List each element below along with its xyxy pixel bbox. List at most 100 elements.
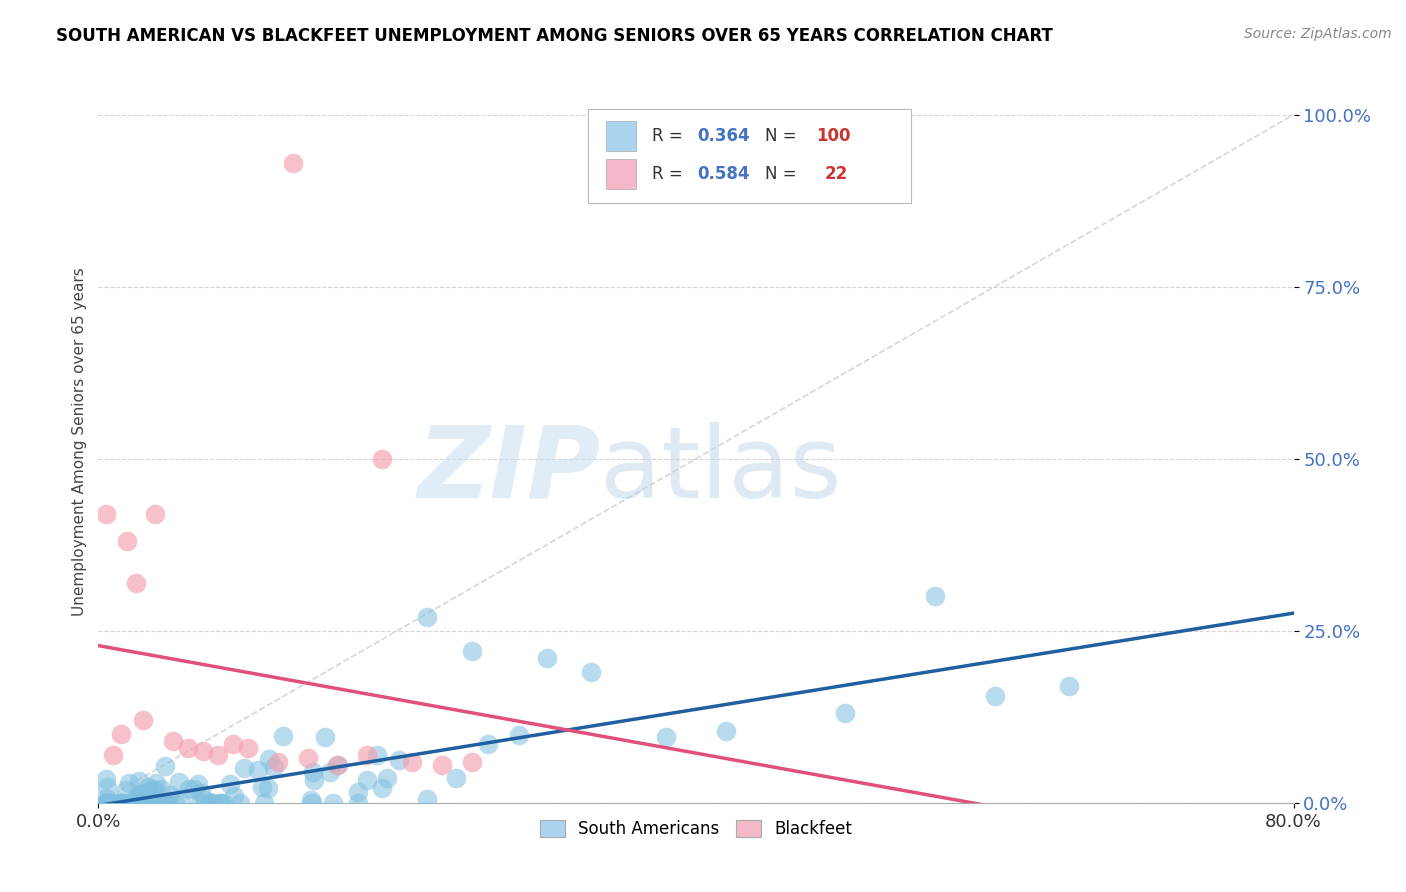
Point <box>115 782 138 797</box>
Point <box>299 793 322 807</box>
Point <box>121 796 143 810</box>
Point <box>267 755 290 769</box>
Point <box>401 755 423 769</box>
Point <box>301 796 323 810</box>
Point <box>115 534 138 549</box>
Point <box>271 729 294 743</box>
Point <box>211 796 233 810</box>
Text: SOUTH AMERICAN VS BLACKFEET UNEMPLOYMENT AMONG SENIORS OVER 65 YEARS CORRELATION: SOUTH AMERICAN VS BLACKFEET UNEMPLOYMENT… <box>56 27 1053 45</box>
Point <box>371 781 394 796</box>
Point <box>143 796 166 810</box>
Text: 0.584: 0.584 <box>697 165 749 183</box>
Point <box>128 773 150 788</box>
Point <box>416 792 439 806</box>
Point <box>263 760 285 774</box>
Point <box>322 796 344 810</box>
Point <box>366 747 388 762</box>
Point <box>94 796 117 810</box>
Point <box>136 785 159 799</box>
Point <box>121 796 143 810</box>
FancyBboxPatch shape <box>606 120 637 151</box>
Point <box>477 737 499 751</box>
Point <box>108 796 131 810</box>
Point <box>257 751 280 765</box>
Text: 0.364: 0.364 <box>697 127 749 145</box>
Point <box>388 753 411 767</box>
Point <box>170 796 193 810</box>
Text: R =: R = <box>652 127 688 145</box>
Point <box>446 772 468 786</box>
Point <box>149 781 172 796</box>
Point <box>94 507 117 521</box>
Point <box>94 796 117 810</box>
Point <box>94 791 117 805</box>
Text: 100: 100 <box>817 127 851 145</box>
Point <box>375 772 398 786</box>
Point <box>247 764 270 778</box>
Point <box>297 751 319 765</box>
Point <box>924 590 946 604</box>
Point <box>121 796 143 810</box>
Point <box>302 764 325 779</box>
Point <box>127 789 149 803</box>
Point <box>250 780 273 795</box>
Point <box>143 783 166 797</box>
Point <box>167 775 190 789</box>
Point <box>142 792 165 806</box>
FancyBboxPatch shape <box>589 109 911 203</box>
Point <box>149 796 172 810</box>
Point <box>198 796 221 810</box>
Point <box>177 740 200 755</box>
Point <box>108 796 131 810</box>
Point <box>194 793 217 807</box>
Point <box>183 782 205 797</box>
Point <box>416 610 439 624</box>
Point <box>655 731 678 745</box>
Text: Source: ZipAtlas.com: Source: ZipAtlas.com <box>1244 27 1392 41</box>
Point <box>536 651 558 665</box>
Point <box>117 796 139 810</box>
Point <box>94 772 117 786</box>
Text: N =: N = <box>765 165 803 183</box>
Point <box>105 796 128 810</box>
Point <box>224 789 246 803</box>
Point <box>132 713 155 727</box>
Point <box>191 744 214 758</box>
Point <box>135 789 157 804</box>
Point <box>236 740 259 755</box>
Point <box>111 796 134 810</box>
Point <box>356 747 378 762</box>
Point <box>208 796 231 810</box>
Point <box>252 796 274 810</box>
Point <box>100 796 122 810</box>
Point <box>110 727 132 741</box>
Point <box>136 780 159 794</box>
Point <box>163 796 186 810</box>
Point <box>143 507 166 521</box>
Point <box>371 451 394 466</box>
Point <box>100 796 122 810</box>
Text: R =: R = <box>652 165 688 183</box>
Point <box>156 796 179 810</box>
Point <box>186 777 208 791</box>
Point <box>347 785 370 799</box>
Point <box>984 689 1007 703</box>
Point <box>430 758 453 772</box>
Point <box>177 782 200 797</box>
Point <box>162 734 184 748</box>
Point <box>202 796 225 810</box>
Point <box>319 765 342 780</box>
Point <box>714 723 737 738</box>
Text: 22: 22 <box>825 165 848 183</box>
Text: ZIP: ZIP <box>418 422 600 519</box>
Point <box>347 796 370 810</box>
Point <box>141 782 163 797</box>
Point <box>148 796 170 810</box>
Point <box>153 759 176 773</box>
Point <box>222 737 245 751</box>
Point <box>159 789 181 803</box>
Point <box>139 796 162 810</box>
Point <box>256 781 278 796</box>
Point <box>218 776 240 790</box>
Point <box>834 706 856 721</box>
